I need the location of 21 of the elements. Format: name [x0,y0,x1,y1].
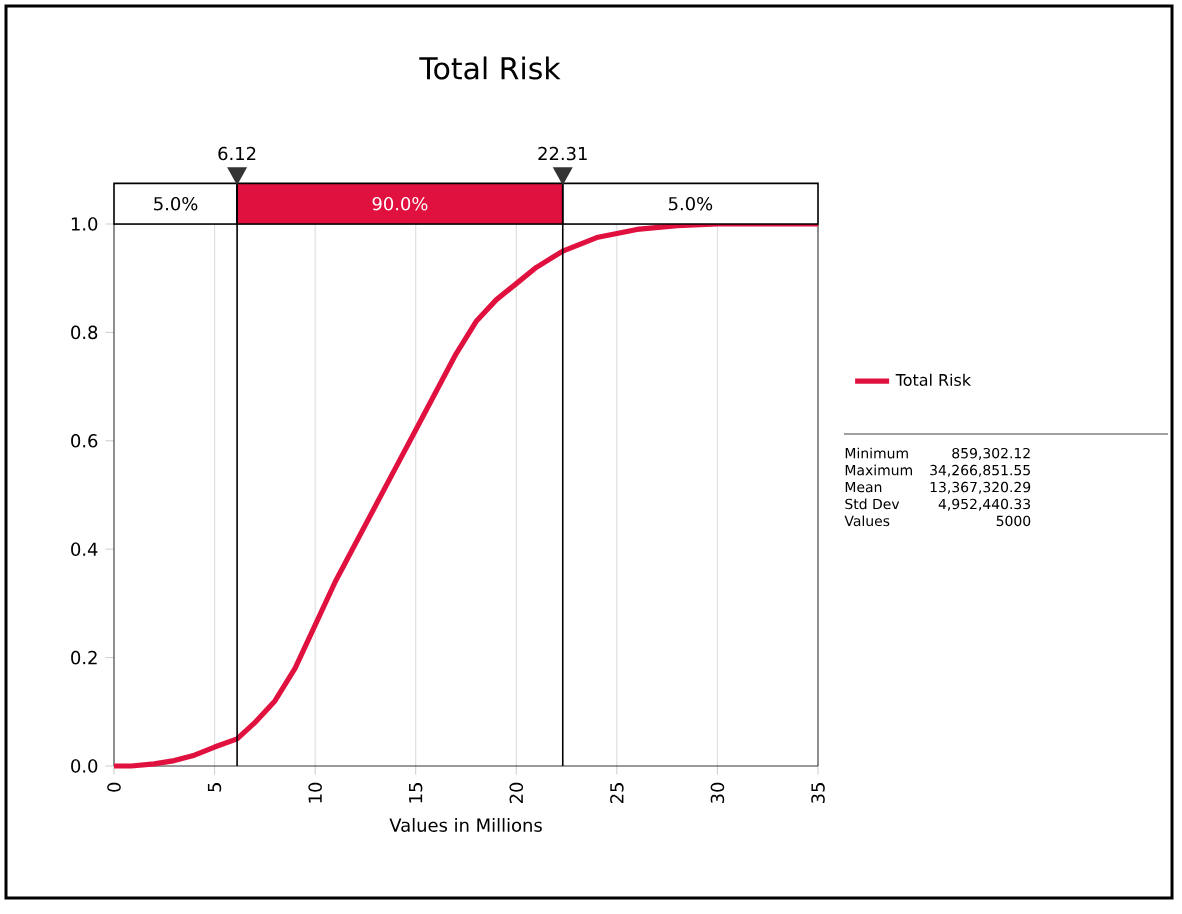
y-tick-label: 0.4 [71,542,98,556]
y-tick-label: 0.0 [71,759,98,773]
chart-title: Total Risk [419,56,561,80]
x-tick-label: 35 [811,783,825,803]
y-tick-label: 0.6 [71,434,98,448]
ref-line-label: 22.31 [538,146,587,161]
text: 5.0% [154,196,198,211]
x-tick-label: 30 [710,782,725,803]
x-tick-label: 0 [107,782,121,792]
x-tick-label: 20 [509,782,524,804]
ref-line-label: 6.12 [218,146,256,161]
x-tick-label: 25 [610,783,624,804]
x-tick-label: 10 [308,782,322,803]
y-tick-label: 0.8 [71,325,98,340]
x-tick-label: 15 [409,783,423,803]
text: 90.0% [372,196,428,211]
x-axis-title: Values in Millions [389,818,542,832]
y-tick-label: 0.2 [71,650,97,665]
text: 5.0% [668,196,713,211]
y-tick-label: 1.0 [71,217,98,231]
x-tick-label: 5 [207,783,222,792]
